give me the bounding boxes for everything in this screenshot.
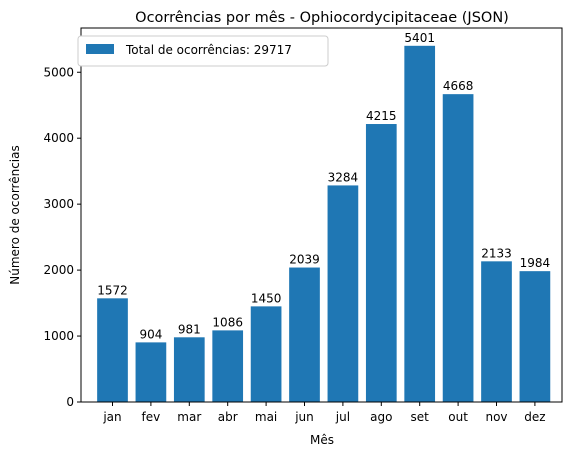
bar-ago bbox=[365, 124, 397, 403]
bar-jul bbox=[327, 185, 359, 402]
y-axis-label: Número de ocorrências bbox=[8, 145, 22, 285]
bar-jun bbox=[289, 267, 320, 402]
legend-box bbox=[77, 35, 329, 67]
y-tick-label-1000: 1000 bbox=[43, 329, 74, 343]
data-label-jul: 3284 bbox=[328, 170, 359, 184]
data-label-set: 5401 bbox=[404, 31, 435, 45]
y-tick-label-4000: 4000 bbox=[43, 131, 74, 145]
legend-swatch bbox=[86, 44, 114, 54]
bar-out bbox=[442, 94, 474, 403]
legend: Total de ocorrências: 29717 bbox=[77, 35, 329, 67]
x-tick-label-mar: mar bbox=[177, 410, 201, 424]
x-tick-label-jan: jan bbox=[102, 410, 121, 424]
x-tick-label-jul: jul bbox=[335, 410, 350, 424]
x-tick-label-jun: jun bbox=[294, 410, 314, 424]
x-tick-label-dez: dez bbox=[524, 410, 545, 424]
chart-title: Ocorrências por mês - Ophiocordycipitace… bbox=[135, 10, 509, 26]
x-tick-label-ago: ago bbox=[370, 410, 392, 424]
y-tick-label-2000: 2000 bbox=[43, 263, 74, 277]
bar-fev bbox=[135, 342, 167, 402]
data-label-mai: 1450 bbox=[251, 291, 282, 305]
bar-mar bbox=[173, 337, 205, 402]
bar-abr bbox=[212, 330, 244, 402]
x-tick-label-nov: nov bbox=[485, 410, 507, 424]
data-label-fev: 904 bbox=[139, 327, 162, 341]
bar-mai bbox=[250, 306, 282, 402]
y-tick-label-5000: 5000 bbox=[43, 65, 74, 79]
data-label-jun: 2039 bbox=[289, 253, 320, 267]
x-tick-label-mai: mai bbox=[255, 410, 277, 424]
legend-label: Total de ocorrências: 29717 bbox=[125, 43, 292, 57]
bar-jan bbox=[97, 298, 128, 402]
data-label-jan: 1572 bbox=[97, 283, 128, 297]
data-label-dez: 1984 bbox=[520, 256, 551, 270]
data-label-nov: 2133 bbox=[481, 246, 512, 260]
data-label-out: 4668 bbox=[443, 79, 474, 93]
y-tick-label-3000: 3000 bbox=[43, 197, 74, 211]
x-axis-label: Mês bbox=[310, 433, 334, 447]
bar-dez bbox=[519, 271, 551, 402]
data-label-abr: 1086 bbox=[212, 315, 243, 329]
x-tick-label-set: set bbox=[411, 410, 430, 424]
y-tick-label-0: 0 bbox=[66, 395, 74, 409]
bar-nov bbox=[481, 261, 512, 402]
plot-frame bbox=[80, 27, 563, 403]
x-tick-label-fev: fev bbox=[142, 410, 161, 424]
x-tick-label-out: out bbox=[448, 410, 468, 424]
bar-set bbox=[404, 45, 436, 403]
data-label-ago: 4215 bbox=[366, 109, 397, 123]
x-tick-label-abr: abr bbox=[218, 410, 238, 424]
data-label-mar: 981 bbox=[178, 322, 201, 336]
